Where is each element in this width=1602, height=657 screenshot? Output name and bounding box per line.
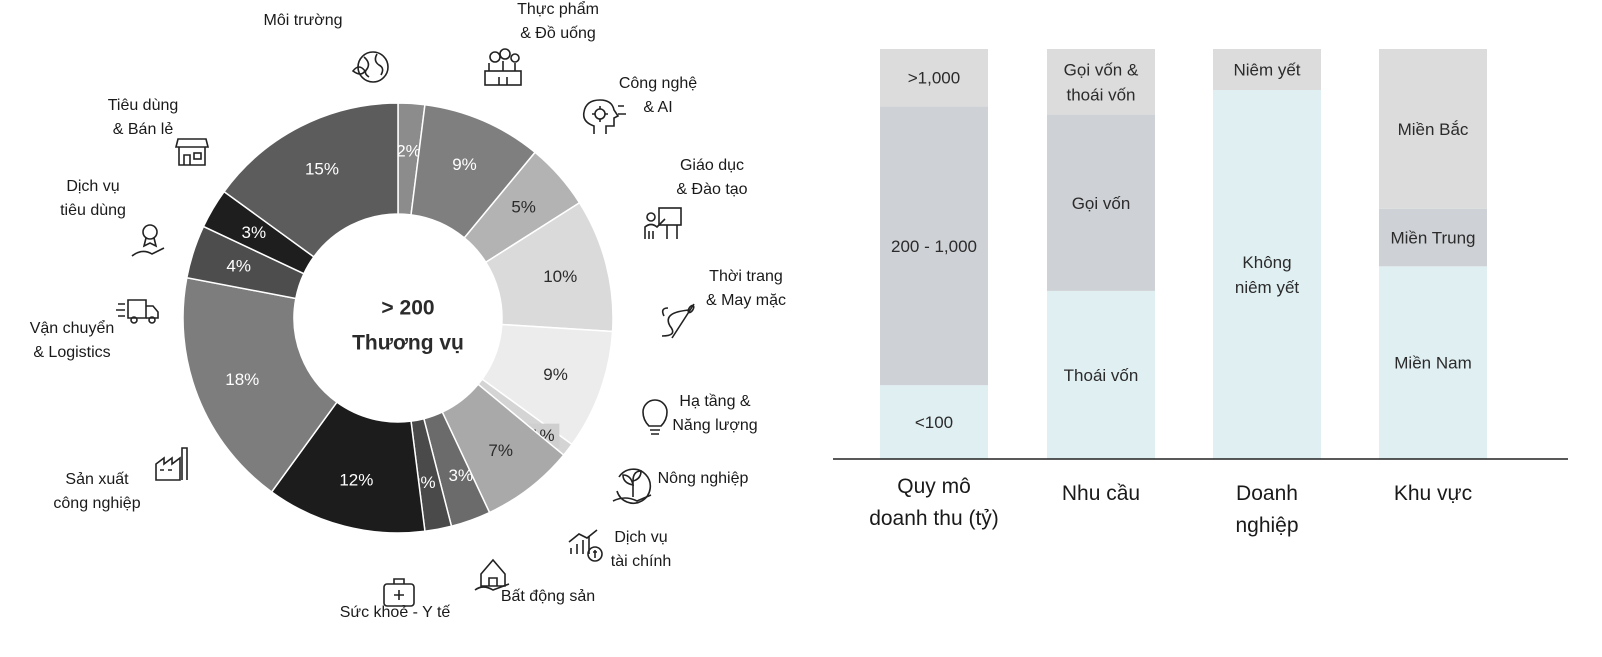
medical-kit-icon: [383, 578, 415, 607]
bar-segment-label: >1,000: [908, 68, 960, 87]
bar-segment: [1047, 290, 1155, 459]
bar-segment: [880, 49, 988, 107]
bar-segment-label: Thoái vốn: [1064, 365, 1139, 384]
category-label: Nông nghiệp: [658, 470, 749, 487]
finance-chart-icon: [568, 529, 603, 562]
category-labels: Môi trường Thực phẩm & Đồ uống Công nghệ & A…: [30, 0, 786, 621]
bar-segment: [1213, 49, 1321, 90]
bar-segment-label: Gọi vốn: [1072, 193, 1131, 212]
slice-percent-label: 3%: [242, 223, 267, 242]
lightbulb-icon: [642, 399, 668, 435]
bar-segment-label: Gọi vốn & thoái vốn: [1064, 60, 1139, 104]
needle-thread-icon: [661, 303, 695, 339]
slice-percent-label: 7%: [488, 441, 513, 460]
bar-segment: [880, 106, 988, 386]
bar-segment: [1047, 49, 1155, 115]
bar-segment: [1379, 208, 1487, 267]
donut-center: > 200 Thương vụ: [352, 297, 464, 355]
food-drink-icon: [484, 48, 522, 86]
bar-segment: [880, 385, 988, 459]
slice-percent-label: 4%: [226, 257, 251, 276]
bar-segment: [1213, 90, 1321, 459]
bar-segment: [1047, 114, 1155, 291]
category-label: Thực phẩm & Đồ uống: [517, 0, 599, 42]
award-hand-icon: [131, 224, 165, 257]
slice-percent-label: 18%: [225, 370, 259, 389]
slice-percent-label: 15%: [305, 159, 339, 178]
slice-percent-label: 9%: [452, 155, 477, 174]
bar-segment-label: Miền Bắc: [1398, 119, 1469, 138]
category-label: Tiêu dùng & Bán lẻ: [108, 97, 179, 138]
slice-percent-label: 9%: [543, 365, 568, 384]
bar-segment-label: Niêm yết: [1233, 60, 1300, 79]
category-label: Dịch vụ tiêu dùng: [60, 178, 126, 219]
category-label: Sản xuất công nghiệp: [53, 471, 140, 512]
bar-segment: [1379, 266, 1487, 459]
category-icons: [116, 48, 695, 607]
bar-segment: [1379, 49, 1487, 209]
slice-percent-label: 3%: [448, 466, 473, 485]
teacher-board-icon: [644, 207, 682, 239]
bar-segment-label: Không niêm yết: [1235, 253, 1300, 297]
bar-segment-label: 200 - 1,000: [891, 236, 977, 255]
category-label: Hạ tầng & Năng lượng: [672, 393, 757, 434]
category-label: Môi trường: [264, 12, 343, 29]
center-caption: Thương vụ: [352, 332, 464, 355]
bar-category-label: Doanh nghiệp: [1235, 482, 1298, 537]
category-label: Sức khoẻ - Y tế: [340, 604, 451, 621]
category-label: Dịch vụ tài chính: [611, 529, 671, 570]
factory-icon: [155, 447, 188, 481]
delivery-truck-icon: [116, 299, 159, 324]
bar-category-label: Quy mô doanh thu (tỷ): [869, 475, 999, 530]
category-label: Bất động sản: [501, 588, 595, 605]
category-label: Thời trang & May mặc: [706, 268, 786, 309]
house-hand-icon: [474, 558, 510, 591]
slice-percent-label: 5%: [511, 198, 536, 217]
donut-slice: [223, 102, 399, 258]
bar-category-label: Khu vực: [1394, 482, 1472, 505]
donut-slice: [182, 276, 338, 493]
slice-percent-label: 10%: [543, 267, 577, 286]
center-count: > 200: [381, 297, 434, 320]
bar-segment-label: <100: [915, 413, 953, 432]
bar-category-labels: Quy mô doanh thu (tỷ) Nhu cầu Doanh nghiệp Kh…: [869, 475, 1472, 537]
category-label: Vận chuyển & Logistics: [30, 319, 115, 361]
category-label: Giáo dục & Đào tạo: [676, 157, 747, 198]
storefront-icon: [174, 138, 210, 166]
bar-segment-label: Miền Trung: [1390, 228, 1475, 247]
slice-percent-label: 2%: [396, 141, 421, 160]
globe-leaf-icon: [351, 51, 389, 83]
bar-category-label: Nhu cầu: [1062, 482, 1140, 505]
plant-hand-icon: [612, 468, 652, 504]
ai-gear-icon: [582, 99, 626, 134]
donut-chart: 2%9%5%10%9%1%7%3%2%12%18%4%3%15%: [182, 102, 614, 534]
slice-percent-label: 12%: [339, 471, 373, 490]
category-label: Công nghệ & AI: [619, 75, 697, 116]
bar-segment-label: Miền Nam: [1394, 353, 1471, 372]
stacked-bar-chart: <100 200 - 1,000 >1,000 Thoái vốn Gọi vốn Gọi…: [880, 49, 1487, 459]
